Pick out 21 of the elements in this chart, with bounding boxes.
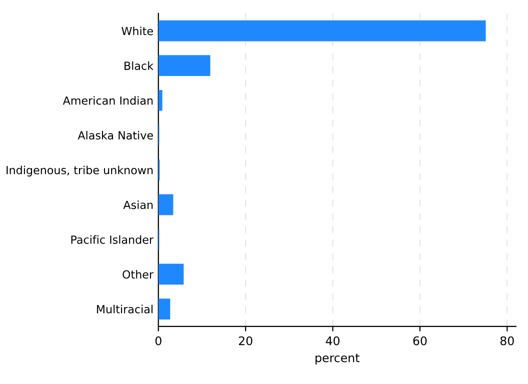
bar bbox=[158, 298, 170, 320]
y-tick-label: Pacific Islander bbox=[71, 235, 154, 244]
x-axis-title: percent bbox=[316, 354, 360, 365]
x-tick-label: 20 bbox=[238, 336, 252, 346]
y-tick-label: American Indian bbox=[62, 96, 153, 105]
y-tick-label: Multiracial bbox=[97, 304, 152, 314]
y-tick-label: Alaska Native bbox=[78, 130, 153, 140]
y-tick-label: Asian bbox=[123, 200, 153, 210]
y-tick-label: Indigenous, tribe unknown bbox=[6, 166, 153, 176]
bar bbox=[158, 194, 174, 216]
bar bbox=[158, 20, 486, 42]
bar bbox=[158, 90, 162, 111]
x-tick-label: 40 bbox=[326, 336, 340, 346]
x-tick-label: 80 bbox=[500, 336, 514, 346]
x-tick-label: 0 bbox=[155, 336, 162, 346]
bar bbox=[158, 264, 184, 285]
x-tick-label: 60 bbox=[413, 336, 427, 346]
y-tick-label: Other bbox=[122, 270, 154, 279]
y-tick-label: White bbox=[122, 26, 153, 36]
bar bbox=[158, 55, 210, 76]
y-tick-label: Black bbox=[124, 61, 154, 70]
